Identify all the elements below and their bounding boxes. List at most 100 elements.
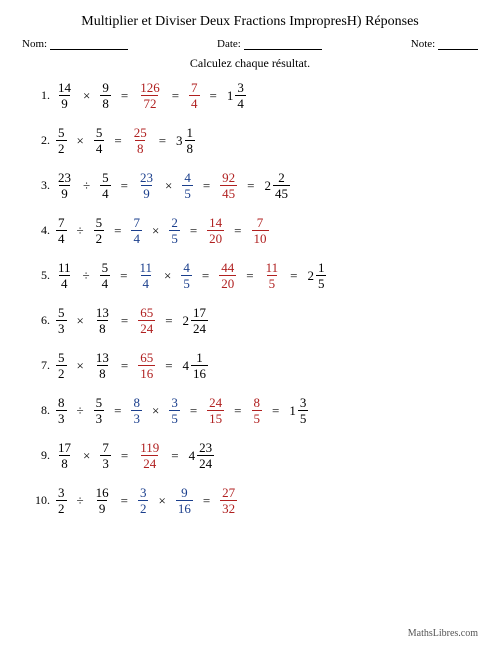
fraction: 9245 (220, 171, 237, 200)
denominator: 5 (181, 275, 192, 290)
equation: 32÷169=32×916=2732 (56, 486, 237, 515)
denominator: 2 (138, 500, 149, 515)
operator: × (151, 403, 160, 419)
mixed-number: 21724 (183, 306, 209, 335)
fraction: 52 (56, 126, 67, 155)
mixed-number: 134 (227, 81, 246, 110)
numerator: 5 (100, 171, 111, 185)
fraction: 916 (176, 486, 193, 515)
mixed-number: 318 (176, 126, 195, 155)
numerator: 5 (56, 306, 67, 320)
denominator: 72 (141, 95, 158, 110)
denominator: 20 (207, 230, 224, 245)
numerator: 5 (94, 216, 105, 230)
equation: 83÷53=83×35=2415=85=135 (56, 396, 308, 425)
fraction: 74 (189, 81, 200, 110)
denominator: 4 (56, 230, 67, 245)
operator: = (209, 88, 218, 104)
denominator: 20 (219, 275, 236, 290)
denominator: 8 (59, 455, 70, 470)
numerator: 92 (220, 171, 237, 185)
denominator: 3 (56, 320, 67, 335)
fraction: 149 (56, 81, 73, 110)
fraction: 710 (252, 216, 269, 245)
numerator: 7 (131, 216, 142, 230)
operator: = (120, 178, 129, 194)
operator: = (246, 178, 255, 194)
denominator: 2 (56, 140, 67, 155)
denominator: 8 (97, 320, 108, 335)
operator: = (202, 493, 211, 509)
denominator: 2 (56, 500, 67, 515)
whole-part: 4 (189, 448, 196, 464)
numerator: 65 (138, 306, 155, 320)
fraction: 12672 (138, 81, 162, 110)
fraction: 74 (56, 216, 67, 245)
fraction: 54 (94, 126, 105, 155)
equation: 52×54=258=318 (56, 126, 195, 155)
fraction: 83 (131, 396, 142, 425)
operator: = (120, 493, 129, 509)
denominator: 8 (97, 365, 108, 380)
operator: ÷ (82, 178, 91, 194)
denominator: 4 (131, 230, 142, 245)
numerator: 119 (138, 441, 161, 455)
operator: ÷ (76, 403, 85, 419)
equation: 149×98=12672=74=134 (56, 81, 246, 110)
problem-row: 5.114÷54=114×45=4420=115=215 (28, 261, 478, 290)
fraction: 138 (94, 306, 111, 335)
operator: = (120, 358, 129, 374)
numerator: 11 (138, 261, 155, 275)
problem-row: 2.52×54=258=318 (28, 126, 478, 155)
whole-part: 1 (289, 403, 296, 419)
equation: 239÷54=239×45=9245=2245 (56, 171, 290, 200)
fraction: 245 (273, 171, 290, 200)
fraction: 2415 (207, 396, 224, 425)
equation: 178×73=11924=42324 (56, 441, 214, 470)
whole-part: 3 (176, 133, 183, 149)
denominator: 10 (252, 230, 269, 245)
numerator: 5 (94, 126, 105, 140)
operator: = (233, 403, 242, 419)
operator: = (119, 268, 128, 284)
operator: × (163, 268, 172, 284)
numerator: 7 (255, 216, 266, 230)
fraction: 169 (94, 486, 111, 515)
operator: = (189, 223, 198, 239)
numerator: 23 (138, 171, 155, 185)
denominator: 2 (94, 230, 105, 245)
denominator: 8 (185, 140, 196, 155)
operator: = (201, 268, 210, 284)
name-field: Nom: (22, 38, 128, 50)
operator: × (76, 133, 85, 149)
operator: × (151, 223, 160, 239)
fraction: 11924 (138, 441, 161, 470)
operator: ÷ (82, 268, 91, 284)
fraction: 32 (138, 486, 149, 515)
problem-number: 3. (28, 178, 56, 193)
numerator: 3 (298, 396, 309, 410)
numerator: 8 (56, 396, 67, 410)
fraction: 116 (191, 351, 208, 380)
numerator: 7 (100, 441, 111, 455)
denominator: 32 (220, 500, 237, 515)
denominator: 4 (94, 140, 105, 155)
numerator: 11 (56, 261, 73, 275)
mixed-number: 215 (307, 261, 326, 290)
numerator: 17 (56, 441, 73, 455)
operator: = (271, 403, 280, 419)
operator: = (113, 223, 122, 239)
fraction: 18 (185, 126, 196, 155)
denominator: 16 (176, 500, 193, 515)
numerator: 11 (264, 261, 281, 275)
denominator: 3 (94, 410, 105, 425)
fraction: 2732 (220, 486, 237, 515)
denominator: 2 (56, 365, 67, 380)
equation: 52×138=6516=4116 (56, 351, 208, 380)
denominator: 24 (197, 455, 214, 470)
numerator: 2 (169, 216, 180, 230)
operator: = (289, 268, 298, 284)
worksheet-page: Multiplier et Diviser Deux Fractions Imp… (0, 0, 500, 647)
instruction: Calculez chaque résultat. (22, 56, 478, 71)
numerator: 65 (138, 351, 155, 365)
